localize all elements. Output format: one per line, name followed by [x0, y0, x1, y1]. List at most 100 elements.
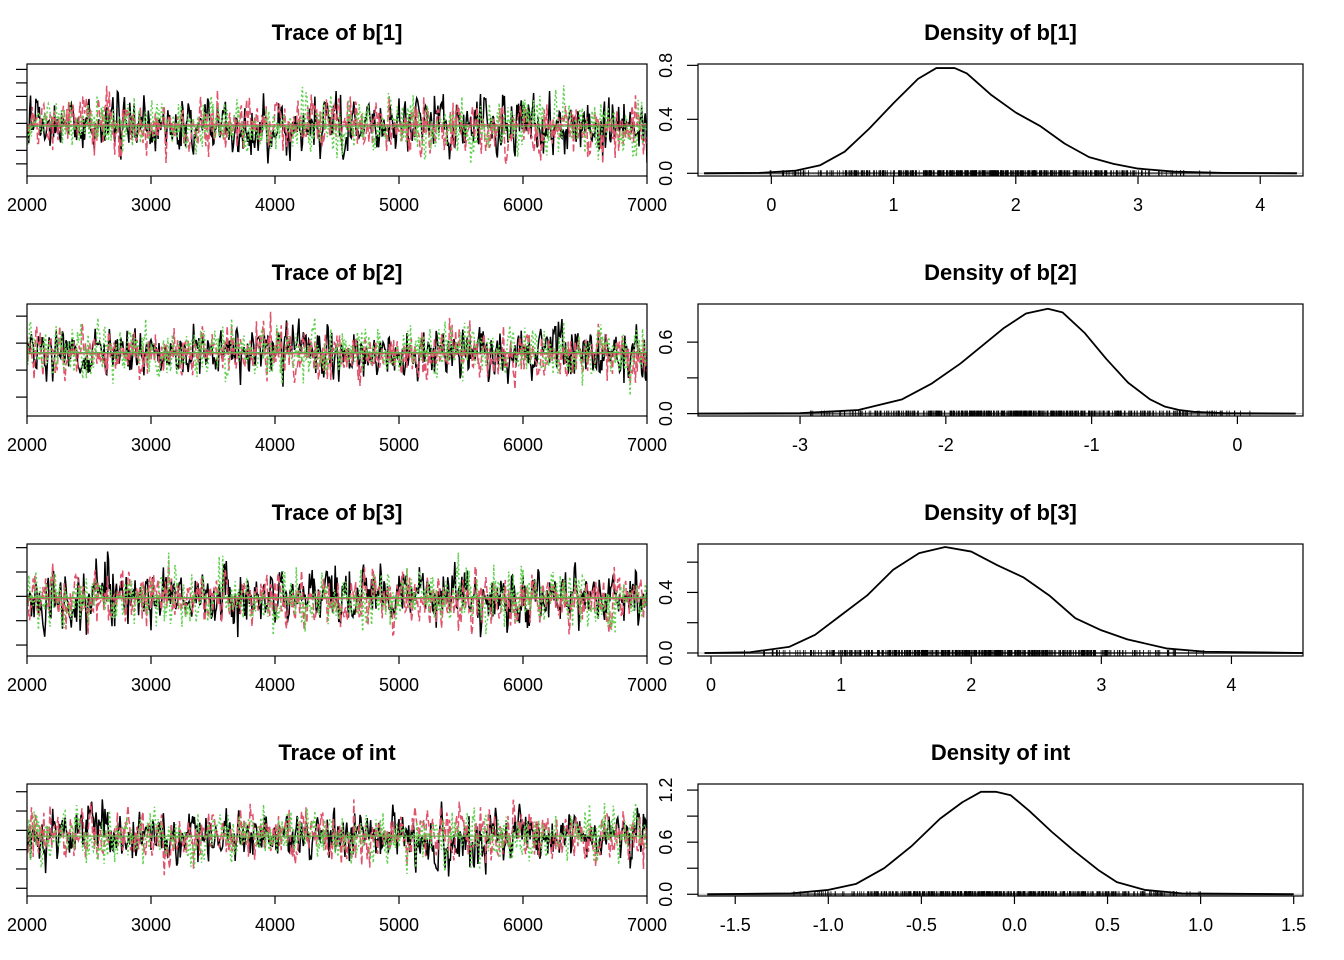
y-tick-label: 0.0 — [656, 882, 676, 907]
plot-area — [27, 799, 647, 877]
x-tick-label: 7000 — [627, 675, 667, 695]
panel-title: Trace of b[2] — [272, 260, 403, 285]
x-tick-label: 2 — [1011, 195, 1021, 215]
panel-title: Density of int — [931, 740, 1071, 765]
panel-frame — [697, 63, 1304, 177]
x-tick-label: 3 — [1133, 195, 1143, 215]
x-tick-label: 2 — [966, 675, 976, 695]
panel-title: Density of b[2] — [924, 260, 1077, 285]
x-tick-label: -3 — [792, 435, 808, 455]
plot-area — [27, 311, 647, 396]
x-tick-label: 7000 — [627, 195, 667, 215]
x-tick-label: 0 — [706, 675, 716, 695]
x-tick-label: 5000 — [379, 435, 419, 455]
y-tick-label: 0.0 — [656, 401, 676, 426]
panel-frame — [697, 303, 1304, 417]
density-rug — [769, 170, 1211, 176]
trace-panel-3: Trace of b[3] 2000 3000 4000 5000 6000 7000 — [7, 500, 667, 695]
x-tick-label: 2000 — [7, 435, 47, 455]
x-tick-label: -1.0 — [813, 915, 844, 935]
x-tick-label: 3000 — [131, 435, 171, 455]
x-tick-label: 0 — [1232, 435, 1242, 455]
x-tick-label: 1.0 — [1188, 915, 1213, 935]
x-tick-label: 7000 — [627, 435, 667, 455]
x-tick-label: 5000 — [379, 195, 419, 215]
trace-panel-4: Trace of int 2000 3000 4000 5000 6000 7000 — [7, 740, 667, 935]
panel-title: Trace of b[1] — [272, 20, 403, 45]
x-tick-label: 4000 — [255, 195, 295, 215]
x-tick-label: 2000 — [7, 195, 47, 215]
plot-area — [27, 85, 647, 164]
panel-frame — [26, 543, 648, 657]
density-rug — [793, 891, 1201, 896]
x-tick-label: 0.5 — [1095, 915, 1120, 935]
x-tick-label: 4000 — [255, 435, 295, 455]
x-tick-label: 5000 — [379, 675, 419, 695]
trace-line-chain-3 — [27, 317, 647, 396]
panel-frame — [26, 63, 648, 177]
panel-title: Trace of b[3] — [272, 500, 403, 525]
y-tick-label: 0.0 — [656, 640, 676, 665]
panel-title: Density of b[3] — [924, 500, 1077, 525]
plot-area — [27, 551, 647, 638]
x-tick-label: 6000 — [503, 675, 543, 695]
plot-area — [698, 790, 1303, 896]
trace-line-chain-2 — [27, 311, 647, 390]
x-tick-label: 1 — [889, 195, 899, 215]
x-tick-label: 6000 — [503, 195, 543, 215]
x-tick-label: 3000 — [131, 675, 171, 695]
x-tick-label: 4 — [1226, 675, 1236, 695]
x-tick-label: 3 — [1096, 675, 1106, 695]
x-tick-label: 4000 — [255, 675, 295, 695]
trace-panel-1: Trace of b[1] 2000 3000 4000 5000 6000 7000 — [7, 20, 667, 215]
trace-panel-2: Trace of b[2] 2000 3000 4000 5000 6000 7000 — [7, 260, 667, 455]
x-tick-label: 2000 — [7, 675, 47, 695]
density-curve — [707, 790, 1294, 896]
plot-area — [698, 307, 1303, 416]
trace-line-chain-3 — [27, 552, 647, 636]
density-rug — [744, 649, 1204, 656]
y-tick-label: 0.4 — [656, 107, 676, 132]
x-tick-label: 0 — [766, 195, 776, 215]
density-panel-3: Density of b[3] 0 1 2 3 4 0.0 0.4 — [656, 500, 1304, 695]
density-panel-2: Density of b[2] -3 -2 -1 0 0.0 0.6 — [656, 260, 1304, 455]
y-tick-label: 0.6 — [656, 830, 676, 855]
density-panel-4: Density of int -1.5 -1.0 -0.5 0.0 0.5 1.0 1.5 0.… — [656, 740, 1306, 935]
x-tick-label: 4 — [1255, 195, 1265, 215]
trace-line-chain-3 — [27, 85, 647, 164]
trace-line-chain-2 — [27, 799, 647, 876]
plot-area — [698, 546, 1303, 656]
density-curve — [704, 67, 1297, 175]
x-tick-label: 6000 — [503, 915, 543, 935]
density-curve — [704, 546, 1303, 654]
panel-frame — [697, 783, 1304, 897]
x-tick-label: 3000 — [131, 915, 171, 935]
x-tick-label: -2 — [938, 435, 954, 455]
x-tick-label: 6000 — [503, 435, 543, 455]
panel-frame — [697, 543, 1304, 657]
x-tick-label: 1.5 — [1281, 915, 1306, 935]
y-tick-label: 0.8 — [656, 53, 676, 78]
x-tick-label: -1.5 — [720, 915, 751, 935]
x-tick-label: 4000 — [255, 915, 295, 935]
y-tick-label: 0.0 — [656, 161, 676, 186]
panel-frame — [26, 303, 648, 417]
density-panel-1: Density of b[1] 0 1 2 3 4 0.0 0.4 0.8 — [656, 20, 1304, 215]
y-tick-label: 0.4 — [656, 580, 676, 605]
plot-area — [698, 67, 1303, 176]
y-tick-label: 0.6 — [656, 330, 676, 355]
x-tick-label: 2000 — [7, 915, 47, 935]
trace-line-chain-2 — [27, 85, 647, 164]
x-tick-label: -0.5 — [906, 915, 937, 935]
density-curve — [698, 307, 1296, 415]
x-tick-label: 0.0 — [1002, 915, 1027, 935]
trace-line-chain-3 — [27, 802, 647, 874]
x-tick-label: 3000 — [131, 195, 171, 215]
panel-title: Density of b[1] — [924, 20, 1077, 45]
panel-title: Trace of int — [278, 740, 396, 765]
panel-frame — [26, 783, 648, 897]
x-tick-label: -1 — [1084, 435, 1100, 455]
y-tick-label: 1.2 — [656, 778, 676, 803]
x-tick-label: 5000 — [379, 915, 419, 935]
